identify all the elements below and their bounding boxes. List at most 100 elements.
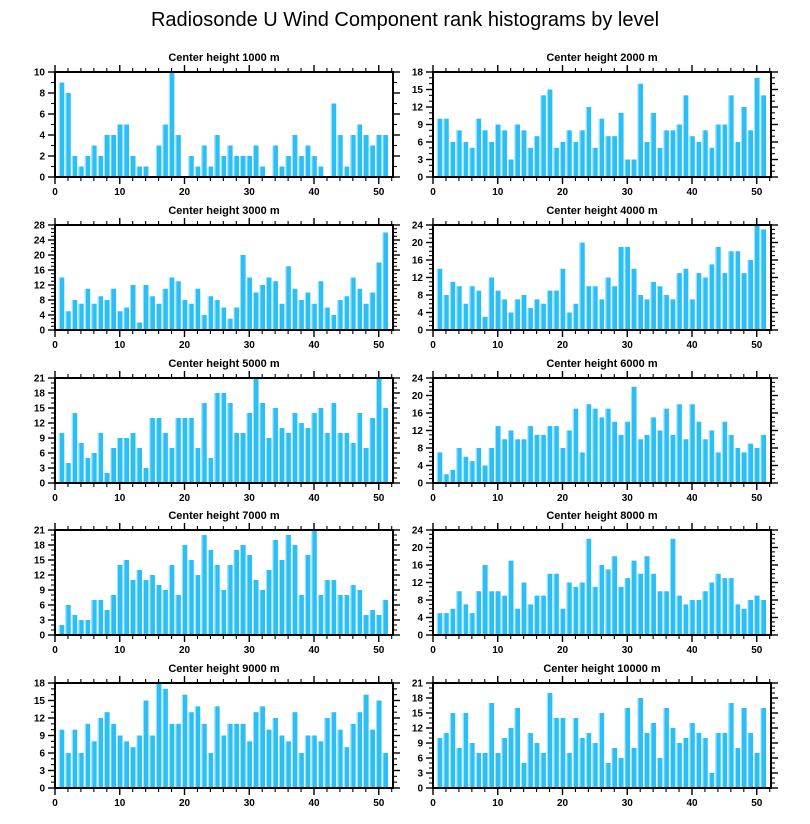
svg-text:9: 9: [417, 120, 423, 131]
svg-text:0: 0: [430, 493, 436, 503]
svg-text:3: 3: [39, 766, 45, 777]
panel-3000m: Center height 3000 m 0 10 20 30 40 50 0 4 8 12 16 2…: [15, 203, 407, 350]
svg-text:0: 0: [39, 173, 45, 184]
svg-text:3: 3: [417, 769, 423, 780]
svg-text:4: 4: [39, 311, 45, 322]
panel-10000m: Center height 10000 m 0 10 20 30 40 50 0 3 6 9 12 1…: [393, 661, 785, 808]
svg-text:6: 6: [39, 601, 45, 612]
svg-text:16: 16: [34, 266, 46, 277]
svg-text:20: 20: [557, 340, 569, 350]
svg-text:30: 30: [622, 645, 634, 655]
panel-4000m: Center height 4000 m 0 10 20 30 40 50 0 4 8 12 16 2…: [393, 203, 785, 350]
svg-text:30: 30: [622, 493, 634, 503]
panel-title-5000m: Center height 5000 m: [168, 358, 280, 370]
svg-text:0: 0: [39, 784, 45, 795]
svg-text:2: 2: [39, 152, 45, 163]
svg-text:20: 20: [557, 493, 569, 503]
svg-text:0: 0: [52, 798, 58, 808]
svg-text:8: 8: [39, 89, 45, 100]
histogram-svg-6000m: 0 10 20 30 40 50 0 4 8 12 16 20 24: [412, 371, 778, 503]
svg-text:30: 30: [244, 187, 256, 197]
svg-text:10: 10: [492, 340, 504, 350]
svg-text:40: 40: [686, 493, 698, 503]
svg-text:12: 12: [412, 273, 424, 284]
panel-2000m: Center height 2000 m 0 10 20 30 40 50 0 3 6 9 12 15…: [393, 50, 785, 197]
svg-text:30: 30: [244, 798, 256, 808]
svg-text:50: 50: [751, 798, 763, 808]
panel-5000m: Center height 5000 m 0 10 20 30 40 50 0 3 6 9 12 15…: [15, 356, 407, 503]
svg-text:0: 0: [417, 326, 423, 337]
histogram-svg-10000m: 0 10 20 30 40 50 0 3 6 9 12 15 18 21: [412, 676, 778, 808]
svg-text:30: 30: [244, 493, 256, 503]
svg-text:40: 40: [308, 493, 320, 503]
svg-text:6: 6: [39, 449, 45, 460]
svg-text:24: 24: [412, 526, 424, 537]
svg-text:20: 20: [179, 187, 191, 197]
svg-text:10: 10: [114, 187, 126, 197]
svg-text:10: 10: [114, 493, 126, 503]
svg-text:12: 12: [412, 103, 424, 114]
svg-text:50: 50: [373, 493, 385, 503]
svg-text:0: 0: [417, 784, 423, 795]
panel-6000m: Center height 6000 m 0 10 20 30 40 50 0 4 8 12 16 2…: [393, 356, 785, 503]
svg-text:40: 40: [686, 798, 698, 808]
svg-text:0: 0: [417, 631, 423, 642]
svg-text:9: 9: [39, 586, 45, 597]
svg-text:12: 12: [34, 419, 46, 430]
svg-text:15: 15: [412, 85, 424, 96]
svg-text:4: 4: [39, 131, 45, 142]
svg-text:3: 3: [417, 155, 423, 166]
svg-text:20: 20: [179, 645, 191, 655]
svg-text:50: 50: [751, 493, 763, 503]
svg-text:40: 40: [686, 340, 698, 350]
svg-text:20: 20: [557, 645, 569, 655]
svg-text:0: 0: [39, 479, 45, 490]
svg-text:3: 3: [39, 464, 45, 475]
svg-text:50: 50: [373, 645, 385, 655]
svg-text:0: 0: [52, 340, 58, 350]
svg-text:10: 10: [492, 798, 504, 808]
svg-text:16: 16: [412, 409, 424, 420]
panel-1000m: Center height 1000 m 0 10 20 30 40 50 0 2 4 6 8 10: [15, 50, 407, 197]
svg-text:10: 10: [114, 340, 126, 350]
svg-text:0: 0: [39, 631, 45, 642]
svg-text:28: 28: [34, 221, 46, 232]
svg-text:50: 50: [373, 340, 385, 350]
svg-text:24: 24: [412, 221, 424, 232]
svg-text:50: 50: [373, 187, 385, 197]
svg-text:30: 30: [244, 340, 256, 350]
svg-text:40: 40: [308, 187, 320, 197]
histogram-svg-9000m: 0 10 20 30 40 50 0 3 6 9 12 15 18: [34, 676, 400, 808]
svg-text:15: 15: [34, 404, 46, 415]
histogram-svg-3000m: 0 10 20 30 40 50 0 4 8 12 16 20 24 28: [34, 218, 400, 350]
svg-text:10: 10: [34, 68, 46, 79]
svg-text:30: 30: [622, 187, 634, 197]
svg-text:40: 40: [308, 645, 320, 655]
svg-text:50: 50: [751, 645, 763, 655]
svg-text:18: 18: [412, 694, 424, 705]
svg-text:20: 20: [179, 340, 191, 350]
svg-text:20: 20: [557, 187, 569, 197]
svg-text:9: 9: [39, 731, 45, 742]
histogram-svg-5000m: 0 10 20 30 40 50 0 3 6 9 12 15 18 21: [34, 371, 400, 503]
svg-text:10: 10: [114, 645, 126, 655]
svg-text:0: 0: [52, 187, 58, 197]
svg-text:0: 0: [52, 645, 58, 655]
svg-text:21: 21: [34, 374, 46, 385]
svg-text:15: 15: [34, 696, 46, 707]
svg-text:0: 0: [417, 173, 423, 184]
svg-text:20: 20: [412, 238, 424, 249]
panel-title-10000m: Center height 10000 m: [543, 663, 661, 675]
svg-text:10: 10: [492, 187, 504, 197]
panel-title-7000m: Center height 7000 m: [168, 510, 280, 522]
panel-8000m: Center height 8000 m 0 10 20 30 40 50 0 4 8 12 16 2…: [393, 508, 785, 655]
svg-text:15: 15: [412, 709, 424, 720]
panel-title-9000m: Center height 9000 m: [168, 663, 280, 675]
svg-text:30: 30: [244, 645, 256, 655]
svg-text:0: 0: [430, 340, 436, 350]
svg-text:6: 6: [39, 749, 45, 760]
svg-text:9: 9: [39, 434, 45, 445]
svg-text:20: 20: [412, 391, 424, 402]
svg-text:6: 6: [417, 754, 423, 765]
